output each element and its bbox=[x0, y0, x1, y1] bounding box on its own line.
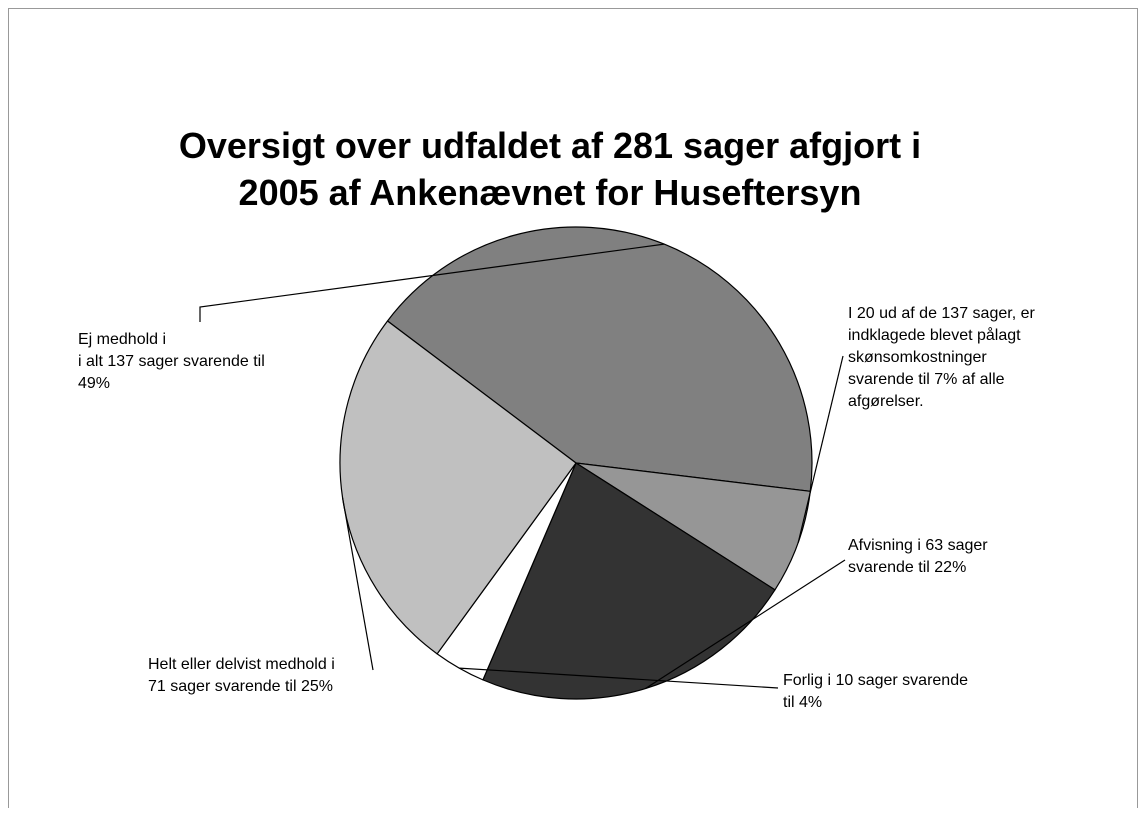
label-line: svarende til 7% af alle bbox=[848, 371, 1005, 388]
leader-lines bbox=[199, 243, 846, 690]
label-line: Helt eller delvist medhold i bbox=[148, 656, 335, 673]
chart-title-line-1: Oversigt over udfaldet af 281 sager afgj… bbox=[178, 125, 922, 166]
label-line: til 4% bbox=[783, 694, 823, 711]
chart-frame bbox=[8, 8, 1138, 808]
leader-ej-medhold bbox=[199, 243, 665, 322]
label-line: Ej medhold i bbox=[78, 331, 167, 348]
label-line: svarende til 22% bbox=[848, 559, 967, 576]
label-line: afgørelser. bbox=[848, 393, 924, 410]
chart-title: Oversigt over udfaldet af 281 sager afgj… bbox=[120, 122, 980, 216]
label-line: Forlig i 10 sager svarende bbox=[783, 672, 968, 689]
slice-label-helt-eller-delvist-medhold: Helt eller delvist medhold i 71 sager sv… bbox=[148, 654, 335, 698]
leader-afvisning bbox=[645, 559, 846, 690]
label-line: I 20 ud af de 137 sager, er bbox=[848, 305, 1035, 322]
pie-slice-helt-eller-delvist-medhold bbox=[339, 320, 577, 655]
leader-helt-eller-delvist bbox=[342, 497, 374, 671]
label-line: indklagede blevet pålagt bbox=[848, 327, 1021, 344]
leader-skoensomkostninger bbox=[797, 355, 844, 543]
label-line: i alt 137 sager svarende til bbox=[78, 353, 265, 370]
label-line: 49% bbox=[78, 375, 111, 392]
label-line: skønsomkostninger bbox=[848, 349, 987, 366]
slice-label-ej-medhold: Ej medhold i i alt 137 sager svarende ti… bbox=[78, 329, 265, 395]
slice-label-forlig: Forlig i 10 sager svarende til 4% bbox=[783, 670, 968, 714]
chart-title-line-2: 2005 af Ankenævnet for Huseftersyn bbox=[238, 172, 862, 213]
slice-label-skoensomkostninger: I 20 ud af de 137 sager, er indklagede b… bbox=[848, 303, 1035, 413]
leader-forlig bbox=[459, 667, 779, 689]
label-line: Afvisning i 63 sager bbox=[848, 537, 988, 554]
slice-label-afvisning: Afvisning i 63 sager svarende til 22% bbox=[848, 535, 988, 579]
label-line: 71 sager svarende til 25% bbox=[148, 678, 333, 695]
pie-slices bbox=[339, 226, 813, 700]
